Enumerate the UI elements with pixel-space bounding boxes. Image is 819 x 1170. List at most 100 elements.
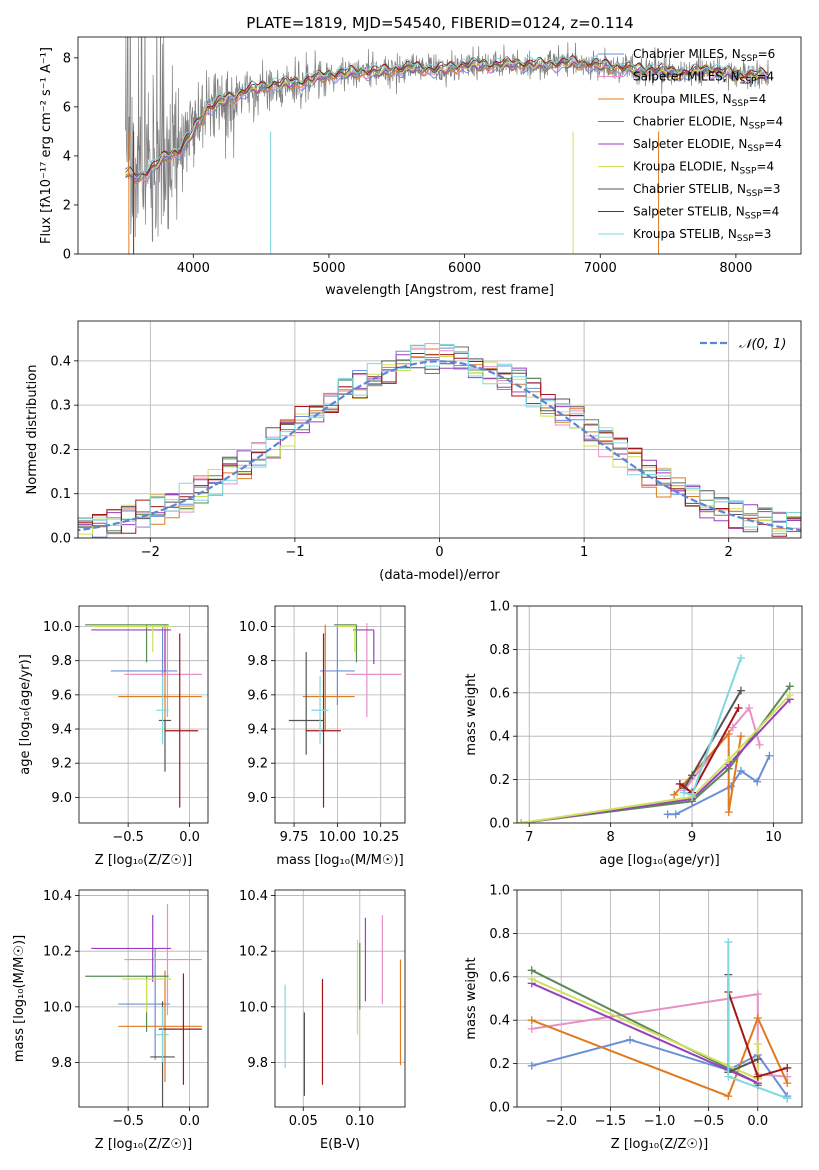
x-tick-label: 4000 [177,261,210,276]
data-point-marker [783,1079,792,1088]
x-tick-label: 0.10 [345,1114,374,1129]
series-line [531,1015,789,1098]
axes-frame [274,889,406,1108]
data-point-marker [736,686,745,695]
axes-age-vs-mass: 9.75 10.00 10.25 9.0 9.2 9.4 9.6 9.8 10.0 mass [l… [239,605,406,868]
legend-entry: Kroupa STELIB, NSSP=3 [633,227,771,244]
y-tick-label: 0.4 [489,1014,510,1029]
legend-entry: Salpeter STELIB, NSSP=4 [633,205,779,222]
data-point-marker [724,938,733,947]
y-tick-label: 6 [63,100,71,115]
series-line [531,993,788,1078]
x-tick-label: 9.75 [280,830,309,845]
y-axis-label: age [log₁₀(age/yr)] [18,654,33,775]
axes-frame [516,889,803,1108]
x-tick-label: 0.05 [289,1114,318,1129]
x-tick-label: 8000 [719,261,752,276]
data-point-marker [785,682,794,691]
data-point-marker [724,1072,733,1081]
data-point-marker [728,723,737,732]
y-tick-label: 0.6 [489,970,510,985]
data-point-marker [724,1092,733,1101]
plot-area-massweight-vs-Z [517,890,802,1107]
y-axis-label: mass weight [464,673,479,755]
x-tick-label: −2.0 [545,1114,577,1129]
y-tick-label: 10.0 [43,1000,72,1015]
y-tick-label: 10.0 [43,620,72,635]
legend-entry: 𝒩(0, 1) [739,337,786,352]
y-tick-label: 9.2 [247,757,268,772]
data-point-marker [765,751,774,760]
y-axis-label: mass weight [464,957,479,1039]
plot-area-mass-vs-EBV [275,890,405,1107]
axes-spectrum: 4000 5000 6000 7000 8000 0 2 4 6 8 Chabrier MILES,… [39,14,802,298]
data-point-marker [783,1094,792,1103]
y-tick-label: 10.2 [43,945,72,960]
legend-entry: Chabrier ELODIE, NSSP=4 [633,115,783,132]
y-tick-label: 0.8 [489,643,510,658]
y-tick-label: 9.0 [247,791,268,806]
y-tick-label: 2 [63,198,71,213]
y-tick-label: 1.0 [489,600,510,615]
x-tick-label: 0.0 [179,1114,200,1129]
y-tick-label: 9.8 [247,1056,268,1071]
data-point-marker [755,740,764,749]
model-spectrum-line [125,60,768,185]
x-tick-label: 0.0 [179,830,200,845]
data-point-marker [724,756,733,765]
plot-area-age-vs-mass [275,606,405,823]
y-tick-label: 9.6 [51,688,72,703]
x-tick-label: 7 [525,830,533,845]
axes-massweight-vs-Z: −2.0 −1.5 −1.0 −0.5 0.0 0.0 0.2 0.4 0.6 0.8 1.0 Z [… [464,884,803,1152]
x-axis-label: Z [log₁₀(Z/Z☉)] [95,1137,192,1152]
data-point-marker [679,788,688,797]
model-spectrum-line [125,55,769,177]
data-point-marker [527,1016,536,1025]
data-point-marker [517,819,526,823]
series-line [683,705,761,792]
x-axis-label: age [log₁₀(age/yr)] [599,853,720,868]
axes-frame [77,320,802,539]
spectrum-legend: Chabrier MILES, NSSP=6 Salpeter MILES, NS… [598,47,783,244]
data-point-marker [753,1040,762,1049]
data-point-marker [671,810,680,819]
series-line [520,694,791,823]
y-tick-label: 9.6 [247,688,268,703]
x-axis-label: (data-model)/error [379,568,500,583]
data-point-marker [527,966,536,975]
axes-residuals: −2 −1 0 1 2 0.0 0.1 0.2 0.3 0.4 𝒩(0, 1) (data-model… [25,320,802,583]
y-tick-label: 0.8 [489,927,510,942]
y-tick-label: 9.8 [51,654,72,669]
data-point-marker [745,703,754,712]
data-point-marker [785,690,794,699]
y-tick-label: 0 [63,248,71,263]
plot-area-massweight-vs-age [517,606,802,823]
gaussian-curve [78,360,801,532]
x-tick-label: −1.5 [595,1114,627,1129]
axes-frame [78,889,209,1108]
x-tick-label: 6000 [448,261,481,276]
x-axis-label: wavelength [Angstrom, rest frame] [325,283,554,298]
x-tick-label: 7000 [584,261,617,276]
series-line [520,698,791,823]
chart-title: PLATE=1819, MJD=54540, FIBERID=0124, z=0… [246,14,633,32]
data-point-marker [527,974,536,983]
y-tick-label: 9.0 [51,791,72,806]
y-tick-label: 0.2 [489,773,510,788]
y-tick-label: 10.4 [43,889,72,904]
y-tick-label: 0.6 [489,686,510,701]
y-tick-label: 9.8 [51,1056,72,1071]
model-spectrum-line [125,54,768,178]
data-point-marker [688,771,697,780]
data-point-marker [724,730,733,739]
legend-entry: Chabrier STELIB, NSSP=3 [633,182,781,199]
y-axis-label: mass [log₁₀(M/M☉)] [12,935,27,1062]
x-tick-label: −2 [141,545,160,560]
data-point-marker [670,790,679,799]
y-axis-label: Flux [fλ10⁻¹⁷ erg cm⁻² s⁻¹ A⁻¹] [39,47,54,244]
x-tick-label: 8 [607,830,615,845]
x-tick-label: 0.0 [747,1114,768,1129]
x-tick-label: 2 [725,545,733,560]
x-tick-label: −0.5 [112,1114,144,1129]
data-point-marker [527,1024,536,1033]
